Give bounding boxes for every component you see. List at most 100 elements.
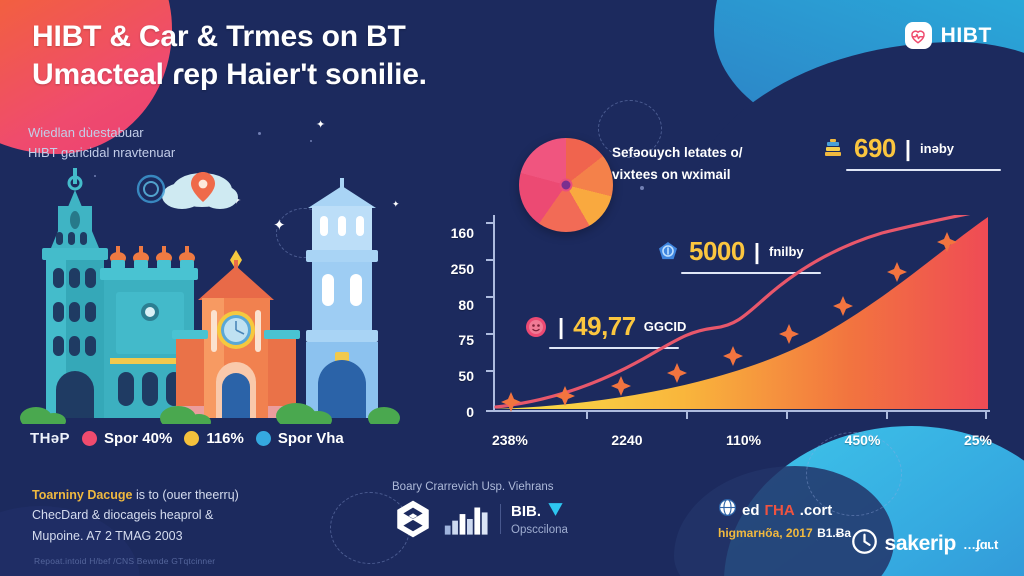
- chart-trend-line: [494, 209, 984, 409]
- badge-value: 690: [854, 133, 896, 163]
- decorative-dot: [94, 175, 96, 177]
- shield-badge-icon: [655, 239, 681, 265]
- pie-chart: [519, 138, 613, 232]
- badge-separator: |: [558, 313, 565, 339]
- chart-y-axis: 160 250 80 75 50 0: [432, 225, 474, 420]
- subheading-line-1: Wiedlan dùestabuar: [28, 125, 144, 140]
- blue-tower: [306, 178, 378, 418]
- chart-area-fill: [496, 217, 988, 409]
- decorative-dot: [258, 132, 261, 135]
- fineprint: Repoat.intoid H/bef /CNS Bewnde GTqtcinn…: [34, 556, 216, 566]
- badge-underline: [681, 272, 821, 274]
- legend-label: Spor Vha: [277, 430, 344, 447]
- bar-chart-icon[interactable]: [444, 502, 490, 536]
- legend-item[interactable]: Spor Vha: [255, 430, 344, 447]
- cert-word-2: ГHA: [764, 501, 795, 519]
- orange-cathedral: [172, 250, 300, 418]
- sparkle-icon: ✦: [273, 217, 286, 234]
- certification-block: ed ГHA .cort higmarнõa, 2017 B1.Ƀa: [718, 498, 918, 542]
- face-circle-icon: [523, 314, 549, 340]
- chart-svg: [486, 209, 990, 419]
- badge-separator: |: [904, 135, 912, 161]
- globe-icon: [718, 498, 737, 522]
- cert-word-1: ed: [742, 501, 760, 519]
- brand-name: HIBT: [940, 23, 992, 47]
- badge-separator: |: [753, 238, 760, 264]
- brand-logo[interactable]: HIBT: [904, 22, 992, 49]
- legend-item[interactable]: Spor 40%: [81, 430, 172, 447]
- y-tick: 75: [458, 332, 474, 349]
- headline-line-2: Umacteal ɾep Haier't sonilie.: [32, 57, 427, 91]
- x-tick: 2240: [611, 432, 643, 448]
- footnote-line-2: ChecDard & diocageis heaprol &: [32, 508, 214, 523]
- partner-row: BIB. Opsccilona: [392, 498, 712, 540]
- teal-tower-building: [42, 168, 108, 418]
- footnote: Toarniny Dacuge is to (ouer theerrɥ) Che…: [32, 485, 377, 546]
- y-tick: 80: [458, 296, 474, 313]
- swirl-icon: [136, 174, 166, 204]
- pie-chart-hub: [559, 178, 573, 192]
- partner-divider: [500, 504, 501, 534]
- partners-strip: Boary Crarrevich Usp. Viehrans: [392, 481, 712, 540]
- pie-caption-line-1: Sefəouych letates o/: [612, 145, 743, 160]
- stat-badge-5000: 5000 | fnilby: [655, 236, 821, 274]
- legend-label: 116%: [206, 430, 244, 447]
- footnote-line-1: Toarniny Dacuge is to (ouer theerrɥ): [32, 485, 377, 505]
- book-stack-icon: [820, 136, 846, 162]
- badge-unit: inəby: [920, 141, 955, 156]
- badge-underline: [549, 347, 679, 349]
- pie-caption-line-2: vixtees on wximail: [612, 166, 731, 182]
- badge-value: 5000: [689, 236, 745, 266]
- cert-line-2: higmarнõa, 2017 B1.Ƀa: [718, 524, 918, 542]
- cert-code: B1.Ƀa: [817, 526, 852, 540]
- hexagon-layers-icon[interactable]: [392, 498, 434, 540]
- legend-swatch-yellow: [184, 431, 200, 446]
- badge-unit: GGCID: [643, 319, 687, 334]
- partner-bib[interactable]: BIB. Opsccilona: [511, 500, 568, 538]
- badge-unit: fnilby: [769, 244, 804, 259]
- decorative-ring: [806, 432, 902, 516]
- chart-markers: [501, 232, 957, 412]
- pie-chart-caption: Sefəouych letates o/ vixtees on wximail: [612, 142, 822, 186]
- chart-plot-area: [482, 209, 990, 422]
- chart-legend: THəP Spor 40% 116% Spor Vha: [30, 430, 430, 447]
- cloud-pin-icon: [162, 172, 238, 209]
- growth-chart: 160 250 80 75 50 0: [432, 209, 998, 460]
- badge-underline: [846, 169, 1001, 171]
- partners-title: Boary Crarrevich Usp. Viehrans: [392, 481, 554, 493]
- x-tick: 238%: [492, 432, 528, 448]
- check-v-icon: [546, 500, 565, 524]
- stat-badge-690: 690 | inəby: [820, 133, 1001, 171]
- footnote-line-3: Mupoine. A7 2 TMAG 2003: [32, 528, 183, 543]
- partner-name: BIB.: [511, 503, 541, 521]
- x-tick: 450%: [844, 432, 881, 448]
- subheading-line-2: HIBT garicidal nravtenuar: [28, 145, 176, 161]
- sakerip-logo[interactable]: sakerip …ʄɑɩ.t: [851, 528, 998, 560]
- legend-swatch-pink: [81, 431, 97, 446]
- sakerip-name: sakerip: [884, 532, 957, 555]
- sakerip-suffix: …ʄɑɩ.t: [962, 536, 998, 552]
- x-tick: 110%: [726, 432, 762, 448]
- sparkle-icon: ✦: [392, 199, 400, 209]
- legend-title: THəP: [30, 430, 70, 447]
- cert-date: higmarнõa, 2017: [718, 526, 813, 540]
- decorative-dot: [640, 186, 644, 190]
- heart-pulse-icon: [904, 22, 932, 49]
- decorative-dot: [310, 140, 312, 142]
- chart-x-axis: 238% 2240 110% 450% 25%: [478, 432, 998, 454]
- cert-word-3: .cort: [799, 501, 833, 519]
- footnote-highlight: Toarniny Dacuge: [32, 488, 133, 502]
- x-tick: 25%: [963, 432, 992, 448]
- legend-item[interactable]: 116%: [184, 430, 244, 447]
- y-tick: 0: [466, 403, 474, 420]
- badge-value: 49,77: [573, 311, 636, 341]
- legend-swatch-blue: [255, 431, 271, 446]
- cert-line-1: ed ГHA .cort: [718, 498, 918, 522]
- footnote-rest: is to (ouer theerrɥ): [132, 488, 239, 502]
- stat-badge-4977: | 49,77 GGCID: [523, 311, 687, 349]
- y-tick: 160: [450, 225, 474, 241]
- decorative-ring: [598, 100, 662, 158]
- clock-circle-icon: [851, 528, 878, 560]
- subheading: Wiedlan dùestabuar HIBT garicidal nravte…: [28, 123, 328, 163]
